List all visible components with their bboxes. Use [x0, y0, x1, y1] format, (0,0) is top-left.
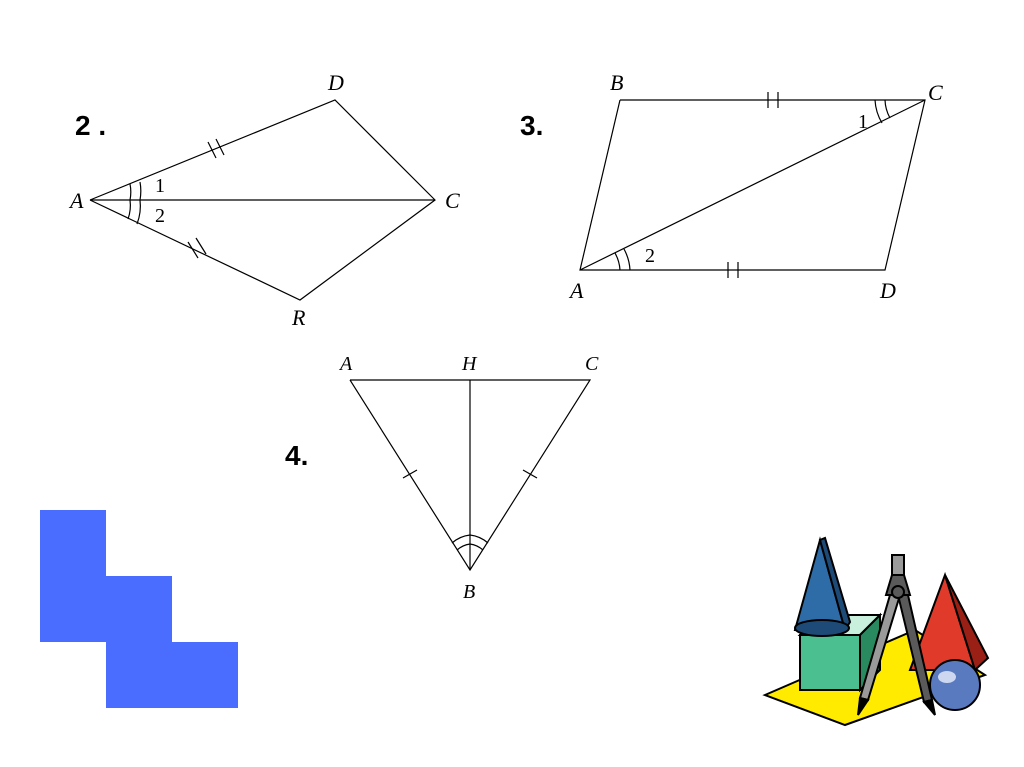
fig2-vertex-A: A — [68, 188, 84, 213]
figure-3: B C A D 1 2 — [530, 0, 990, 330]
fig2-vertex-C: C — [445, 188, 460, 213]
fig2-angle-1: 1 — [155, 175, 165, 197]
fig3-vertex-C: C — [928, 80, 943, 105]
figure-4: A H C B — [290, 340, 650, 630]
figure-2: A D C R 1 2 — [40, 0, 500, 340]
fig2-vertex-D: D — [327, 70, 344, 95]
fig3-vertex-B: B — [610, 70, 623, 95]
fig4-vertex-B: B — [463, 581, 475, 603]
fig3-vertex-A: A — [568, 278, 584, 303]
fig3-angle-2: 2 — [645, 245, 655, 267]
geometry-clipart — [750, 500, 1000, 730]
fig2-angle-2: 2 — [155, 205, 165, 227]
fig4-vertex-H: H — [461, 353, 478, 375]
fig3-angle-1: 1 — [858, 111, 868, 133]
fig4-vertex-A: A — [338, 353, 353, 375]
fig4-vertex-C: C — [585, 353, 599, 375]
fig3-vertex-D: D — [879, 278, 896, 303]
blue-squares-decor — [40, 510, 260, 730]
fig2-vertex-B: R — [291, 305, 306, 330]
